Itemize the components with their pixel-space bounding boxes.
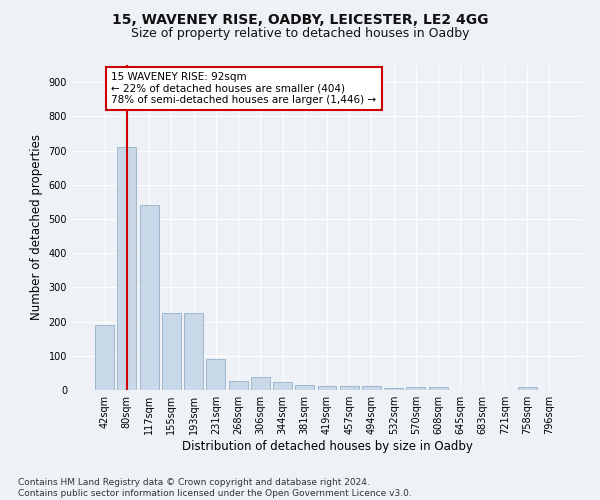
Bar (162, 313, 181, 390)
Bar (184, 313, 203, 390)
Bar (206, 359, 225, 390)
X-axis label: Distribution of detached houses by size in Oadby: Distribution of detached houses by size … (182, 440, 472, 453)
Text: 15 WAVENEY RISE: 92sqm
← 22% of detached houses are smaller (404)
78% of semi-de: 15 WAVENEY RISE: 92sqm ← 22% of detached… (112, 72, 376, 105)
Y-axis label: Number of detached properties: Number of detached properties (30, 134, 43, 320)
Bar (384, 388, 403, 390)
Bar (251, 378, 270, 390)
Bar (429, 387, 448, 390)
Bar (95, 325, 114, 390)
Bar (295, 385, 314, 390)
Bar (406, 386, 425, 390)
Bar (118, 147, 136, 390)
Bar (518, 388, 536, 390)
Bar (273, 382, 292, 390)
Text: Contains HM Land Registry data © Crown copyright and database right 2024.
Contai: Contains HM Land Registry data © Crown c… (18, 478, 412, 498)
Bar (229, 381, 248, 390)
Bar (340, 386, 359, 390)
Text: 15, WAVENEY RISE, OADBY, LEICESTER, LE2 4GG: 15, WAVENEY RISE, OADBY, LEICESTER, LE2 … (112, 12, 488, 26)
Text: Size of property relative to detached houses in Oadby: Size of property relative to detached ho… (131, 28, 469, 40)
Bar (140, 206, 158, 390)
Bar (362, 386, 381, 390)
Bar (317, 386, 337, 390)
